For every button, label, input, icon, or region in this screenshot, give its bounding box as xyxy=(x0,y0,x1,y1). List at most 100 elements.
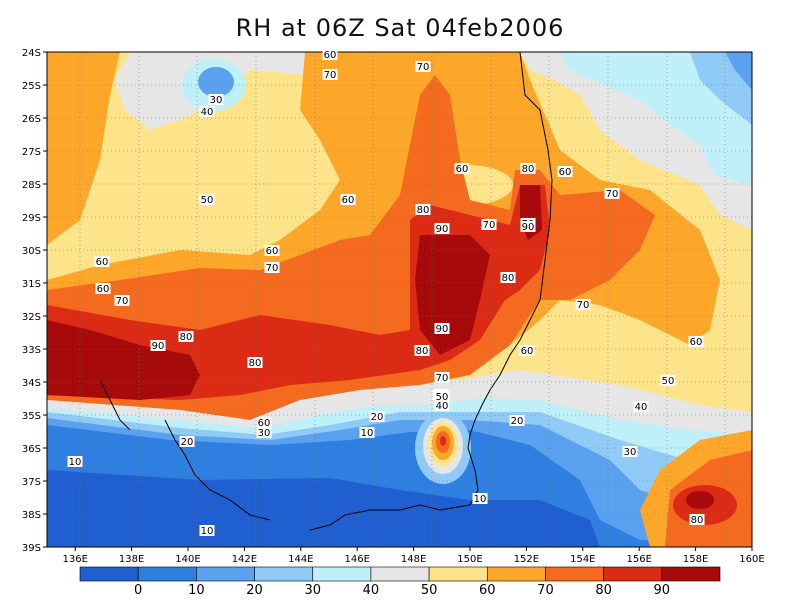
svg-text:70: 70 xyxy=(483,220,496,231)
svg-text:60: 60 xyxy=(521,346,534,357)
x-tick-label: 148E xyxy=(401,554,426,565)
svg-text:60: 60 xyxy=(266,246,279,257)
colorbar-label: 10 xyxy=(188,583,205,598)
colorbar-swatch xyxy=(312,566,372,582)
bullseye xyxy=(440,436,446,446)
contour-label: 80 xyxy=(247,357,263,369)
contour-label: 90 xyxy=(434,323,450,335)
colorbar-swatch xyxy=(254,566,314,582)
y-tick-label: 38S xyxy=(22,510,41,521)
contour-label: 50 xyxy=(660,375,676,387)
svg-text:70: 70 xyxy=(116,296,129,307)
y-axis-ticks: 24S 25S 26S 27S 28S 29S 30S 31S 32S 33S 34S 35S 36S 3… xyxy=(22,48,47,554)
colorbar: 0 10 20 30 40 50 60 70 80 90 xyxy=(79,566,721,598)
colorbar-label: 40 xyxy=(363,583,380,598)
y-tick-label: 31S xyxy=(22,279,41,290)
grid xyxy=(47,52,752,547)
svg-text:50: 50 xyxy=(201,195,214,206)
x-tick-label: 156E xyxy=(626,554,651,565)
contour-label: 50 xyxy=(434,391,450,403)
svg-text:90: 90 xyxy=(436,224,449,235)
svg-text:20: 20 xyxy=(181,437,194,448)
coastline xyxy=(99,52,553,531)
contour-labels: 5060703040608060506070809070906070607080… xyxy=(67,49,705,537)
contour-label: 60 xyxy=(322,49,338,61)
y-tick-label: 33S xyxy=(22,345,41,356)
band-0-10 xyxy=(47,470,600,547)
band-90-100 xyxy=(415,235,490,355)
colorbar-swatch xyxy=(196,566,255,582)
svg-text:30: 30 xyxy=(210,95,223,106)
contour-label: 30 xyxy=(208,94,224,106)
svg-text:60: 60 xyxy=(456,164,469,175)
svg-text:40: 40 xyxy=(635,402,648,413)
svg-text:60: 60 xyxy=(97,284,110,295)
svg-text:70: 70 xyxy=(436,373,449,384)
y-tick-label: 36S xyxy=(22,444,41,455)
contour-label: 80 xyxy=(689,514,705,526)
colorbar-label: 70 xyxy=(537,583,554,598)
contour-label: 80 xyxy=(520,163,536,175)
x-tick-label: 154E xyxy=(570,554,595,565)
svg-text:60: 60 xyxy=(324,50,337,61)
svg-text:30: 30 xyxy=(624,447,637,458)
contour-label: 10 xyxy=(359,427,375,439)
colorbar-swatch xyxy=(661,566,721,582)
svg-text:90: 90 xyxy=(522,222,535,233)
contour-label: 10 xyxy=(67,456,83,468)
svg-text:80: 80 xyxy=(691,515,704,526)
svg-text:80: 80 xyxy=(416,346,429,357)
contour-label: 40 xyxy=(199,106,215,118)
y-tick-label: 39S xyxy=(22,543,41,554)
map-title: RH at 06Z Sat 04feb2006 xyxy=(235,14,565,42)
svg-text:70: 70 xyxy=(606,189,619,200)
contour-label: 10 xyxy=(199,525,215,537)
contour-label: 90 xyxy=(434,223,450,235)
filled-contours xyxy=(47,52,752,547)
contour-label: 10 xyxy=(472,493,488,505)
x-tick-label: 152E xyxy=(514,554,539,565)
contour-label: 70 xyxy=(575,299,591,311)
colorbar-swatch xyxy=(79,566,139,582)
svg-text:80: 80 xyxy=(249,358,262,369)
colorbar-swatch xyxy=(428,566,488,582)
svg-text:10: 10 xyxy=(69,457,82,468)
y-tick-label: 29S xyxy=(22,213,41,224)
contour-label: 80 xyxy=(178,331,194,343)
svg-text:80: 80 xyxy=(502,273,515,284)
band-60-70 xyxy=(47,52,120,245)
x-axis-ticks: 136E 138E 140E 142E 144E 146E 148E 150E 152E 154E… xyxy=(62,547,765,565)
svg-text:20: 20 xyxy=(371,412,384,423)
contour-label: 60 xyxy=(264,245,280,257)
svg-text:30: 30 xyxy=(258,428,271,439)
y-tick-label: 25S xyxy=(22,81,41,92)
band-20-30 xyxy=(198,67,234,97)
contour-label: 70 xyxy=(604,188,620,200)
x-tick-label: 158E xyxy=(683,554,708,565)
x-tick-label: 160E xyxy=(739,554,764,565)
colorbar-label: 90 xyxy=(654,583,671,598)
x-tick-label: 136E xyxy=(62,554,87,565)
colorbar-swatch xyxy=(603,566,663,582)
contour-label: 20 xyxy=(509,415,525,427)
colorbar-label: 80 xyxy=(595,583,612,598)
contour-label: 60 xyxy=(256,417,272,429)
svg-text:70: 70 xyxy=(266,263,279,274)
contour-label: 60 xyxy=(340,194,356,206)
x-tick-label: 140E xyxy=(175,554,200,565)
contour-label: 60 xyxy=(688,336,704,348)
contour-label: 60 xyxy=(94,256,110,268)
y-tick-label: 28S xyxy=(22,180,41,191)
x-tick-label: 142E xyxy=(232,554,257,565)
colorbar-label: 0 xyxy=(134,583,142,598)
contour-label: 90 xyxy=(150,340,166,352)
svg-text:50: 50 xyxy=(662,376,675,387)
contour-label: 40 xyxy=(633,401,649,413)
y-tick-label: 27S xyxy=(22,147,41,158)
svg-text:50: 50 xyxy=(436,392,449,403)
contour-label: 80 xyxy=(414,345,430,357)
svg-text:60: 60 xyxy=(96,257,109,268)
y-tick-label: 34S xyxy=(22,378,41,389)
contour-label: 70 xyxy=(322,69,338,81)
